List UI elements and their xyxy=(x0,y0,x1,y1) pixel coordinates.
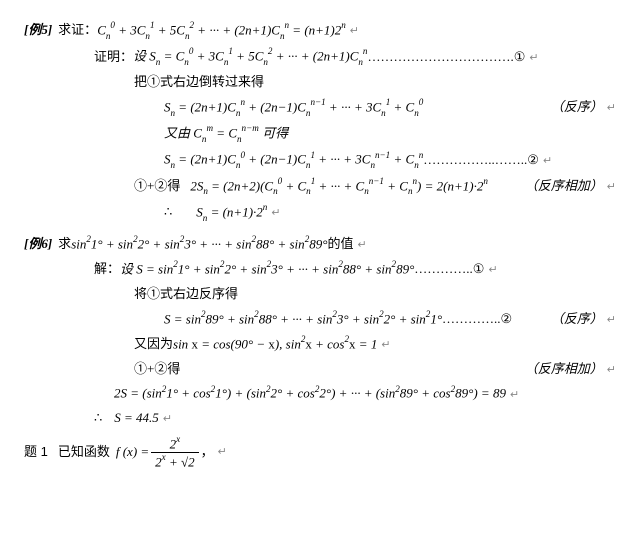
ex6-line1: 解： 设 S = sin21° + sin22° + sin23° + ··· … xyxy=(24,257,616,282)
return-icon: ↵ xyxy=(267,203,280,224)
ex6-line4-prefix: 又因为 xyxy=(134,332,173,357)
q1-frac-den: 2x + √2 xyxy=(151,453,198,470)
ex5-line2: 把①式右边倒转过来得 xyxy=(24,70,616,95)
return-icon: ↵ xyxy=(377,335,390,356)
ex6-line2: 将①式右边反序得 xyxy=(24,282,616,307)
ex5-line6: ①+②得 2Sn = (2n+2)(Cn0 + Cn1 + ··· + Cnn−… xyxy=(24,174,616,200)
return-icon: ↵ xyxy=(159,409,172,430)
return-icon: ↵ xyxy=(525,48,538,69)
tag-1: ① xyxy=(473,257,485,282)
ex6-line7-formula: S = 44.5 xyxy=(114,406,159,431)
ex6-line4: 又因为 sin x = cos(90° − x), sin2x + cos2x … xyxy=(24,332,616,357)
return-icon: ↵ xyxy=(603,177,616,198)
ex5-line5: Sn = (2n+1)Cn0 + (2n−1)Cn1 + ··· + 3Cnn−… xyxy=(24,147,616,173)
therefore-symbol: ∴ xyxy=(94,406,102,431)
ex5-line3-formula: Sn = (2n+1)Cnn + (2n−1)Cnn−1 + ··· + 3Cn… xyxy=(164,95,423,121)
q1-line: 题 1 已知函数 f (x) = 2x 2x + √2 ， ↵ xyxy=(24,435,616,469)
proof-label: 证明： xyxy=(94,45,133,70)
ex5-line6-formula: 2Sn = (2n+2)(Cn0 + Cn1 + ··· + Cnn−1 + C… xyxy=(190,174,488,200)
ex6-label: [例6] xyxy=(24,232,52,257)
ex5-line7-formula: Sn = (n+1)·2n xyxy=(196,200,267,226)
return-icon: ↵ xyxy=(603,360,616,381)
ex5-line4: 又由 Cnm = Cnn−m 可得 xyxy=(24,121,616,147)
dots: ……………..…….. xyxy=(423,148,527,173)
sol-label: 解： xyxy=(94,257,120,282)
note-reverse: （反序） xyxy=(543,95,603,120)
ex5-label: [例5] xyxy=(24,18,52,43)
ex6-prompt-formula: sin21° + sin22° + sin23° + ··· + sin288°… xyxy=(71,232,327,257)
ex5-prompt-prefix: 求证： xyxy=(58,18,97,43)
q1-text: 已知函数 xyxy=(58,440,110,465)
dots: ………….. xyxy=(414,257,473,282)
return-icon: ↵ xyxy=(346,21,359,42)
ex6-line2-text: 将①式右边反序得 xyxy=(134,282,238,307)
ex6-prompt-suffix: 的值 xyxy=(327,232,353,257)
return-icon: ↵ xyxy=(603,310,616,331)
ex6-prompt-prefix: 求 xyxy=(58,232,71,257)
ex6-line1-formula: 设 S = sin21° + sin22° + sin23° + ··· + s… xyxy=(120,257,414,282)
ex5-line1: 证明： 设 Sn = Cn0 + 3Cn1 + 5Cn2 + ··· + (2n… xyxy=(24,44,616,70)
ex6-line3-formula: S = sin289° + sin288° + ··· + sin23° + s… xyxy=(164,307,442,332)
ex5-line7: ∴ Sn = (n+1)·2n ↵ xyxy=(24,200,616,226)
tag-2: ② xyxy=(527,148,539,173)
ex5-prompt-formula: Cn0 + 3Cn1 + 5Cn2 + ··· + (2n+1)Cnn = (n… xyxy=(97,18,346,44)
dots: ………….. xyxy=(442,307,501,332)
q1-fraction: 2x 2x + √2 xyxy=(151,435,198,469)
dots: ……………………………. xyxy=(367,45,513,70)
therefore-symbol: ∴ xyxy=(164,200,172,225)
ex6-line5: ①+②得 （反序相加） ↵ xyxy=(24,357,616,382)
q1-frac-num: 2x xyxy=(151,435,198,453)
return-icon: ↵ xyxy=(603,98,616,119)
return-icon: ↵ xyxy=(353,235,366,256)
q1-label: 题 1 xyxy=(24,440,48,465)
tag-2: ② xyxy=(501,307,513,332)
ex6-line7: ∴ S = 44.5 ↵ xyxy=(24,406,616,431)
note-reverse-add: （反序相加） xyxy=(517,174,603,199)
ex5-line1-formula: 设 Sn = Cn0 + 3Cn1 + 5Cn2 + ··· + (2n+1)C… xyxy=(133,44,367,70)
ex5-prompt: [例5] 求证： Cn0 + 3Cn1 + 5Cn2 + ··· + (2n+1… xyxy=(24,18,616,44)
ex6-line3: S = sin289° + sin288° + ··· + sin23° + s… xyxy=(24,307,616,332)
ex6-line6: 2S = (sin21° + cos21°) + (sin22° + cos22… xyxy=(24,381,616,406)
ex5-line3: Sn = (2n+1)Cnn + (2n−1)Cnn−1 + ··· + 3Cn… xyxy=(24,95,616,121)
tag-1: ① xyxy=(514,45,526,70)
note-reverse: （反序） xyxy=(543,307,603,332)
return-icon: ↵ xyxy=(506,385,519,406)
ex6-prompt: [例6] 求 sin21° + sin22° + sin23° + ··· + … xyxy=(24,232,616,257)
ex5-line6-prefix: ①+②得 xyxy=(134,174,180,199)
q1-lhs: f (x) = xyxy=(116,440,149,465)
q1-comma: ， xyxy=(201,440,214,465)
return-icon: ↵ xyxy=(214,442,227,463)
return-icon: ↵ xyxy=(484,260,497,281)
note-reverse-add: （反序相加） xyxy=(517,357,603,382)
ex6-line4-formula: sin x = cos(90° − x), sin2x + cos2x = 1 xyxy=(173,332,377,357)
return-icon: ↵ xyxy=(539,151,552,172)
ex5-line5-formula: Sn = (2n+1)Cn0 + (2n−1)Cn1 + ··· + 3Cnn−… xyxy=(164,147,423,173)
ex5-line4-text: 又由 Cnm = Cnn−m 可得 xyxy=(164,121,288,147)
ex6-line6-formula: 2S = (sin21° + cos21°) + (sin22° + cos22… xyxy=(114,381,506,406)
ex5-line2-text: 把①式右边倒转过来得 xyxy=(134,70,264,95)
ex6-line5-text: ①+②得 xyxy=(134,357,180,382)
